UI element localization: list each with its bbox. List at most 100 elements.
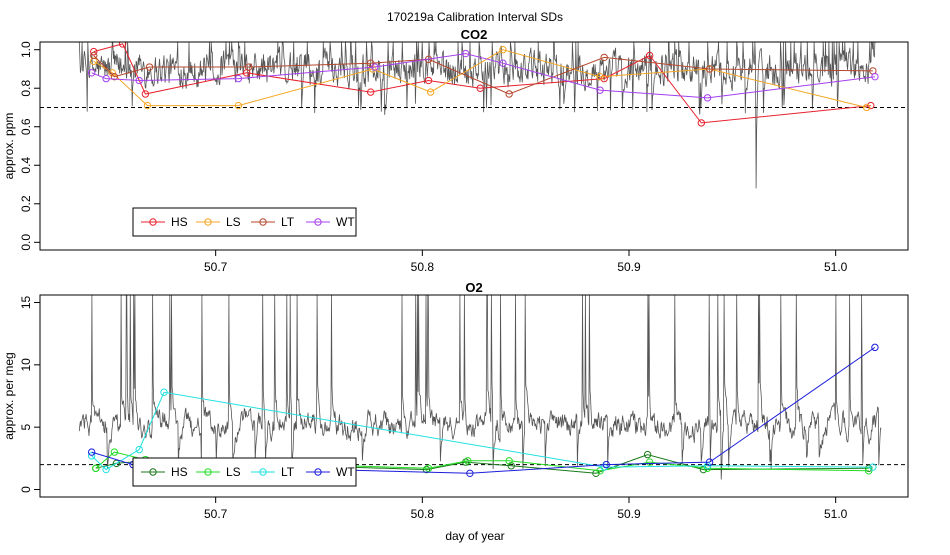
series-line: [95, 451, 869, 472]
series-line: [91, 391, 873, 471]
x-axis-label: day of year: [445, 529, 504, 543]
data-point: [596, 72, 604, 81]
data-point: [90, 51, 98, 60]
data-point: [869, 463, 877, 471]
series-line: [93, 49, 867, 108]
data-point: [108, 69, 117, 77]
x-tick-label: 50.9: [617, 260, 641, 274]
data-point: [862, 103, 871, 112]
legend-label: HS: [171, 215, 188, 229]
legend-marker: [149, 218, 157, 226]
data-point: [87, 69, 96, 77]
data-point: [600, 463, 608, 471]
x-tick-label: 50.7: [204, 507, 228, 521]
y-tick-label: 10: [19, 358, 33, 372]
data-point: [596, 467, 604, 475]
legend: HS LS LT WT: [132, 207, 357, 237]
data-point: [867, 101, 875, 110]
x-tick-label: 50.8: [411, 260, 435, 274]
data-point: [102, 74, 110, 83]
y-tick-label: 0.6: [19, 118, 33, 135]
data-point: [245, 63, 253, 71]
data-point: [424, 464, 433, 473]
y-tick-label: 0: [19, 486, 33, 493]
series-hs: [92, 450, 873, 478]
data-point: [697, 119, 706, 127]
series-line: [93, 55, 873, 95]
data-point: [507, 462, 515, 470]
legend-label: WT: [336, 215, 355, 229]
data-point: [141, 90, 150, 98]
data-point: [499, 59, 507, 67]
data-point: [143, 101, 152, 110]
data-point: [596, 86, 604, 94]
y-tick-label: 0.0: [19, 234, 33, 251]
series-line: [91, 53, 875, 99]
data-point: [234, 101, 243, 110]
legend-marker: [314, 218, 322, 226]
x-tick-label: 50.9: [617, 507, 641, 521]
data-point: [366, 59, 375, 67]
data-point: [110, 72, 119, 81]
data-point: [92, 464, 100, 473]
data-point: [371, 63, 379, 71]
data-point: [90, 57, 98, 65]
legend-label: LS: [226, 215, 241, 229]
data-point: [499, 46, 507, 54]
panel-o2: 50.7 50.8 50.9 51.0 0 5 10 15 O2 approx. per meg H…: [2, 280, 909, 521]
data-point: [871, 343, 879, 352]
y-tick-label: 0.4: [19, 157, 33, 174]
data-point: [505, 90, 513, 98]
data-point: [871, 72, 879, 81]
legend-marker: [204, 468, 212, 476]
y-tick-label: 15: [19, 295, 33, 309]
data-point: [426, 88, 435, 96]
data-point: [600, 74, 608, 83]
y-axis-label: approx. per meg: [2, 352, 16, 439]
data-point: [600, 53, 608, 62]
legend-marker: [259, 218, 267, 226]
x-tick-label: 51.0: [824, 507, 848, 521]
x-tick-label: 51.0: [824, 260, 848, 274]
series-ls: [90, 46, 871, 112]
background-trace: [78, 42, 876, 189]
data-point: [643, 450, 652, 459]
x-tick-label: 50.7: [204, 260, 228, 274]
data-point: [476, 84, 484, 92]
x-tick-label: 50.8: [411, 507, 435, 521]
data-point: [135, 76, 143, 85]
data-point: [112, 459, 121, 468]
y-tick-label: 0.2: [19, 195, 33, 212]
data-point: [602, 460, 610, 469]
legend-label: LT: [281, 465, 295, 479]
figure-title: 170219a Calibration Interval SDs: [387, 10, 563, 24]
data-point: [118, 42, 127, 48]
y-tick-label: 1.0: [19, 41, 33, 58]
series-lt: [87, 388, 877, 474]
legend: HS LS LT WT: [132, 457, 357, 487]
panel-title: CO2: [461, 27, 488, 42]
data-point: [464, 457, 472, 465]
data-point: [466, 469, 474, 478]
data-point: [102, 465, 110, 474]
data-point: [703, 94, 712, 102]
legend-label: WT: [336, 465, 355, 479]
data-point: [424, 76, 433, 85]
panel-co2: 50.7 50.8 50.9 51.0 0.0 0.2 0.4 0.6 0.8 1.0 CO2 app…: [2, 27, 909, 274]
data-point: [645, 458, 654, 466]
data-point: [234, 74, 243, 83]
data-point: [135, 445, 143, 454]
series-wt: [87, 49, 879, 102]
series-ls: [92, 448, 873, 475]
data-point: [366, 88, 375, 96]
legend-label: LT: [281, 215, 295, 229]
data-point: [87, 452, 96, 460]
legend-label: LS: [226, 465, 241, 479]
data-point: [422, 465, 431, 474]
legend-marker: [314, 468, 322, 476]
data-point: [110, 448, 119, 456]
panel-title: O2: [465, 280, 482, 295]
plot-frame: [39, 294, 909, 498]
